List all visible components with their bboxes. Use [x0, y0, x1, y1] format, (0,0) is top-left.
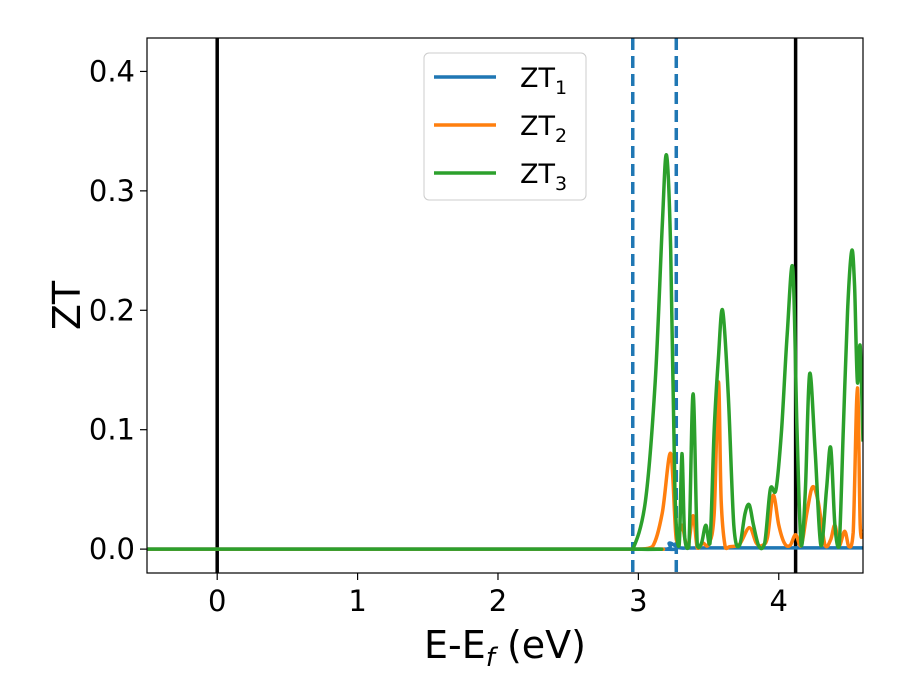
plot-lines [147, 38, 863, 573]
x-tick-label: 0 [208, 584, 226, 618]
x-axis-label-unit: (eV) [495, 623, 586, 667]
legend-box [423, 52, 587, 201]
x-tick-label: 2 [489, 584, 507, 618]
legend-entry-1: ZT1 [520, 63, 567, 99]
plot-frame [146, 37, 864, 574]
y-tick-label: 0.0 [89, 532, 135, 566]
legend: ZT1 ZT2 ZT3 [423, 52, 587, 201]
x-tick-label: 3 [629, 584, 647, 618]
y-tick-label: 0.1 [89, 413, 135, 447]
legend-entry-3: ZT3 [520, 159, 567, 195]
x-tick-label: 4 [770, 584, 788, 618]
y-axis-label: ZT [45, 280, 89, 330]
x-axis-label: E-Ef (eV) [424, 623, 586, 673]
series-line-3 [147, 153, 863, 552]
ticks: 0 1 2 3 4 0.0 0.1 0.2 0.3 0.4 [89, 54, 788, 618]
y-tick-label: 0.2 [89, 293, 135, 327]
x-tick-label: 1 [348, 584, 366, 618]
legend-entry-2: ZT2 [520, 111, 567, 147]
series-line-2 [147, 380, 863, 552]
y-tick-label: 0.4 [89, 54, 135, 88]
y-tick-label: 0.3 [89, 174, 135, 208]
